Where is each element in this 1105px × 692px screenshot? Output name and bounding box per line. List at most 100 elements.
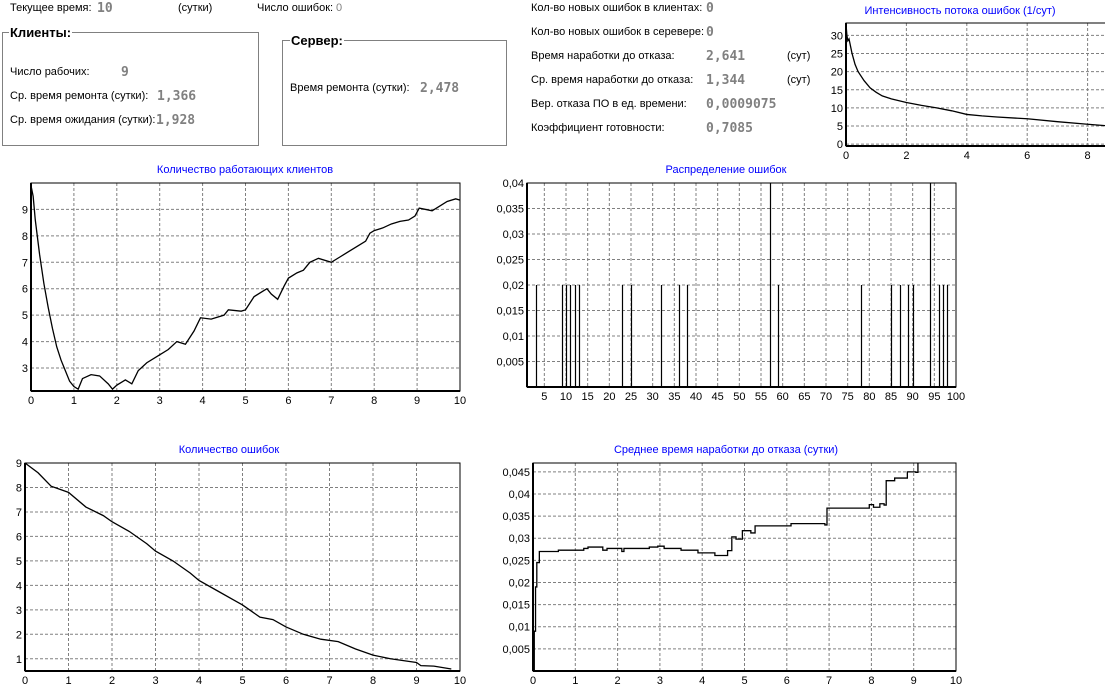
server-repair-value: 2,478 bbox=[420, 81, 460, 96]
server-group bbox=[282, 40, 507, 146]
stat-label: Коэффициент готовности: bbox=[531, 122, 665, 134]
x-tick-label: 6 bbox=[285, 395, 291, 407]
y-tick-label: 30 bbox=[831, 30, 843, 42]
y-tick-label: 3 bbox=[16, 605, 22, 617]
stat-label: Вер. отказа ПО в ед. времени: bbox=[531, 98, 687, 110]
y-tick-label: 0,03 bbox=[509, 533, 530, 545]
y-tick-label: 0,035 bbox=[496, 204, 524, 216]
errors-value: 0 bbox=[336, 2, 343, 14]
y-tick-label: 4 bbox=[22, 337, 28, 349]
x-tick-label: 95 bbox=[928, 391, 940, 403]
stat-unit: (сут) bbox=[787, 74, 811, 86]
y-tick-label: 0,025 bbox=[496, 255, 524, 267]
x-tick-label: 4 bbox=[699, 675, 705, 687]
y-tick-label: 6 bbox=[16, 531, 22, 543]
series-line bbox=[30, 185, 461, 391]
y-tick-label: 0,045 bbox=[502, 467, 530, 479]
y-tick-label: 3 bbox=[22, 363, 28, 375]
workers-label: Число рабочих: bbox=[10, 66, 90, 78]
x-tick-label: 3 bbox=[152, 675, 158, 687]
y-tick-label: 6 bbox=[22, 284, 28, 296]
y-tick-label: 20 bbox=[831, 67, 843, 79]
x-tick-label: 0 bbox=[28, 395, 34, 407]
x-tick-label: 7 bbox=[326, 675, 332, 687]
x-tick-label: 0 bbox=[843, 150, 849, 162]
x-tick-label: 30 bbox=[647, 391, 659, 403]
y-tick-label: 0,01 bbox=[503, 331, 524, 343]
x-tick-label: 2 bbox=[109, 675, 115, 687]
stat-value: 0,0009075 bbox=[706, 97, 777, 112]
server-group-title: Сервер: bbox=[290, 33, 344, 48]
stat-value: 0 bbox=[706, 25, 714, 40]
x-tick-label: 2 bbox=[903, 150, 909, 162]
y-tick-label: 1 bbox=[16, 654, 22, 666]
x-tick-label: 55 bbox=[755, 391, 767, 403]
x-tick-label: 9 bbox=[911, 675, 917, 687]
x-tick-label: 90 bbox=[907, 391, 919, 403]
y-tick-label: 0,04 bbox=[503, 178, 524, 190]
y-tick-label: 0,015 bbox=[502, 600, 530, 612]
y-tick-label: 0,03 bbox=[503, 229, 524, 241]
y-tick-label: 0,01 bbox=[509, 622, 530, 634]
y-tick-label: 5 bbox=[837, 121, 843, 133]
stat-label: Кол-во новых ошибок в серевере: bbox=[531, 26, 705, 38]
chart-intensity: 0246810051015202530 bbox=[831, 22, 1105, 162]
y-tick-label: 8 bbox=[22, 231, 28, 243]
stat-label: Время наработки до отказа: bbox=[531, 50, 675, 62]
chart-title-clients: Количество работающих клиентов bbox=[156, 164, 334, 176]
y-tick-label: 0,015 bbox=[496, 306, 524, 318]
current-time-unit: (сутки) bbox=[178, 2, 213, 14]
x-tick-label: 2 bbox=[615, 675, 621, 687]
x-tick-label: 70 bbox=[820, 391, 832, 403]
x-tick-label: 10 bbox=[560, 391, 572, 403]
current-time-value: 10 bbox=[97, 1, 113, 16]
y-tick-label: 25 bbox=[831, 48, 843, 60]
chart-title-errors: Количество ошибок bbox=[178, 444, 280, 456]
x-tick-label: 85 bbox=[885, 391, 897, 403]
x-tick-label: 7 bbox=[826, 675, 832, 687]
x-tick-label: 8 bbox=[868, 675, 874, 687]
x-tick-label: 1 bbox=[572, 675, 578, 687]
y-tick-label: 5 bbox=[16, 556, 22, 568]
stat-value: 0,7085 bbox=[706, 121, 753, 136]
x-tick-label: 5 bbox=[242, 395, 248, 407]
y-tick-label: 0,025 bbox=[502, 555, 530, 567]
y-tick-label: 9 bbox=[16, 458, 22, 470]
x-tick-label: 3 bbox=[157, 395, 163, 407]
plot-frame bbox=[845, 22, 1105, 147]
y-tick-label: 0,035 bbox=[502, 511, 530, 523]
stat-value: 0 bbox=[706, 1, 714, 16]
x-tick-label: 8 bbox=[1085, 150, 1091, 162]
x-tick-label: 50 bbox=[733, 391, 745, 403]
chart-title-distribution: Распределение ошибок bbox=[665, 164, 787, 176]
y-tick-label: 10 bbox=[831, 103, 843, 115]
x-tick-label: 2 bbox=[114, 395, 120, 407]
stat-value: 2,641 bbox=[706, 49, 746, 64]
y-tick-label: 0 bbox=[837, 139, 843, 151]
y-tick-label: 0,02 bbox=[509, 577, 530, 589]
current-time-label: Текущее время: bbox=[10, 2, 92, 14]
y-tick-label: 0,04 bbox=[509, 489, 530, 501]
x-tick-label: 6 bbox=[784, 675, 790, 687]
x-tick-label: 4 bbox=[196, 675, 202, 687]
x-tick-label: 6 bbox=[283, 675, 289, 687]
y-tick-label: 7 bbox=[22, 257, 28, 269]
chart-distribution: 5 10 15 20 25 30 35 40 45 50 55 60 65 70 75 80 85 90 95 100… bbox=[496, 178, 965, 403]
y-tick-label: 5 bbox=[22, 310, 28, 322]
x-tick-label: 80 bbox=[863, 391, 875, 403]
x-tick-label: 9 bbox=[413, 675, 419, 687]
x-tick-label: 45 bbox=[712, 391, 724, 403]
clients-group-title: Клиенты: bbox=[9, 25, 73, 40]
series-line bbox=[533, 463, 919, 672]
x-tick-label: 5 bbox=[741, 675, 747, 687]
chart-clients: 0 1 2 3 4 5 6 7 8 9 10 3 4 5 6 7 8 9 bbox=[22, 182, 466, 407]
x-tick-label: 40 bbox=[690, 391, 702, 403]
x-tick-label: 4 bbox=[200, 395, 206, 407]
errors-label: Число ошибок: bbox=[257, 2, 334, 14]
series-line bbox=[24, 462, 452, 670]
x-tick-label: 4 bbox=[964, 150, 970, 162]
client-wait-label: Ср. время ожидания (сутки): bbox=[10, 114, 156, 126]
x-tick-label: 9 bbox=[414, 395, 420, 407]
chart-mtbf: 0 1 2 3 4 5 6 7 8 9 10 0,005 0,01 0,015 0,02 0,025 0,03 0… bbox=[502, 462, 962, 687]
x-tick-label: 3 bbox=[657, 675, 663, 687]
